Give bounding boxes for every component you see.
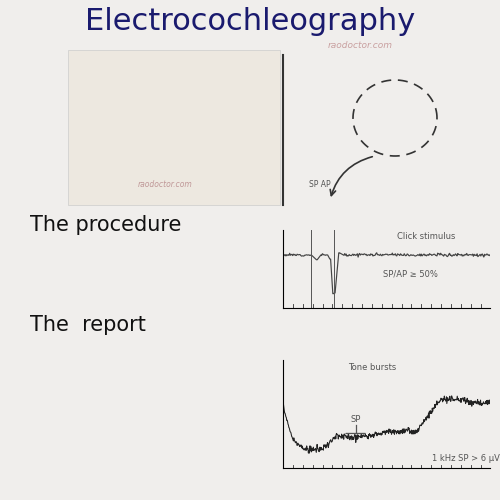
Text: SP AP: SP AP: [309, 180, 331, 188]
Text: Tone bursts: Tone bursts: [348, 363, 397, 372]
Text: SP/AP ≥ 50%: SP/AP ≥ 50%: [382, 270, 438, 278]
Text: Click stimulus: Click stimulus: [397, 232, 456, 241]
Text: raodoctor.com: raodoctor.com: [138, 180, 192, 189]
Text: 1 kHz SP > 6 μV: 1 kHz SP > 6 μV: [432, 454, 500, 463]
Text: SP: SP: [350, 414, 361, 424]
Bar: [68, 50, 280, 205]
Text: The  report: The report: [30, 315, 146, 335]
Text: Electrocochleography: Electrocochleography: [85, 8, 415, 36]
Text: The procedure: The procedure: [30, 215, 182, 235]
Text: raodoctor.com: raodoctor.com: [328, 40, 392, 50]
